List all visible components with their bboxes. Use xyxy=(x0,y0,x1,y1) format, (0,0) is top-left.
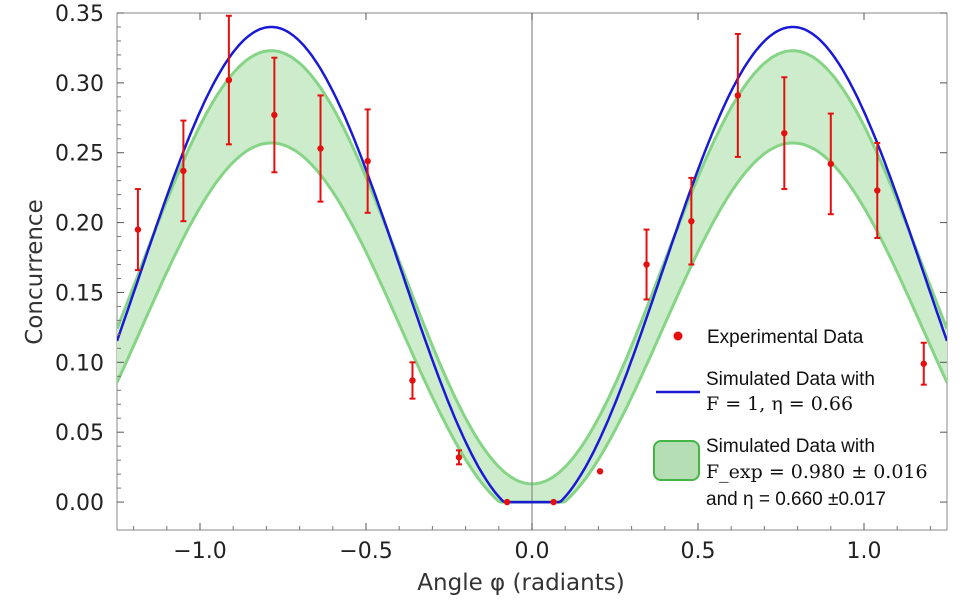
x-tick-label: −1.0 xyxy=(173,539,226,564)
data-point xyxy=(874,187,881,194)
data-point xyxy=(643,261,650,268)
data-point xyxy=(134,226,142,233)
data-point xyxy=(409,377,416,384)
y-tick-label: 0.25 xyxy=(55,142,104,167)
legend-band-label-2: F_exp = 0.980 ± 0.016 xyxy=(706,461,928,483)
y-tick-label: 0.10 xyxy=(55,351,104,376)
tick-layer: −1.0 −0.5 0.0 0.5 1.0 0.00 0.05 0.10 0.15 0.20 0.2… xyxy=(55,2,947,564)
experimental-points-layer xyxy=(134,14,927,506)
legend-line-label-2: F = 1, η = 0.66 xyxy=(706,393,853,415)
data-point xyxy=(827,160,834,168)
data-point xyxy=(271,111,278,119)
y-tick-label: 0.35 xyxy=(55,2,104,27)
data-point xyxy=(317,145,324,152)
data-point xyxy=(180,167,187,175)
data-point xyxy=(550,498,557,506)
data-point xyxy=(781,129,788,137)
data-point xyxy=(503,498,511,506)
legend-exp-label: Experimental Data xyxy=(707,327,864,348)
x-tick-label: 1.0 xyxy=(847,539,882,564)
y-tick-label: 0.30 xyxy=(55,72,104,97)
data-point xyxy=(364,157,371,165)
y-tick-label: 0.05 xyxy=(55,421,104,446)
y-tick-label: 0.20 xyxy=(55,212,104,237)
legend-band-swatch xyxy=(653,440,700,481)
legend-line-label-1: Simulated Data with xyxy=(706,369,875,390)
data-point xyxy=(688,217,695,225)
legend-band-label-1: Simulated Data with xyxy=(706,436,875,457)
y-tick-label: 0.00 xyxy=(55,491,104,516)
data-point xyxy=(225,76,233,84)
data-point xyxy=(596,468,604,475)
data-point xyxy=(920,360,927,367)
data-point xyxy=(734,92,742,99)
x-axis-title: Angle φ (radiants) xyxy=(417,570,624,596)
simulated-line xyxy=(117,25,947,504)
legend-exp-marker xyxy=(673,331,683,341)
x-tick-label: −0.5 xyxy=(339,539,392,564)
x-tick-label: 0.0 xyxy=(515,539,550,564)
legend-band-label-3: and η = 0.660 ±0.017 xyxy=(706,489,886,510)
y-tick-label: 0.15 xyxy=(55,281,104,306)
x-tick-label: 0.5 xyxy=(681,539,716,564)
simulated-band-area xyxy=(117,50,947,503)
y-axis-title: Concurrence xyxy=(22,199,48,344)
data-point xyxy=(455,454,463,461)
simulated-line-layer xyxy=(117,25,947,504)
legend: Experimental Data Simulated Data with F … xyxy=(653,327,928,510)
